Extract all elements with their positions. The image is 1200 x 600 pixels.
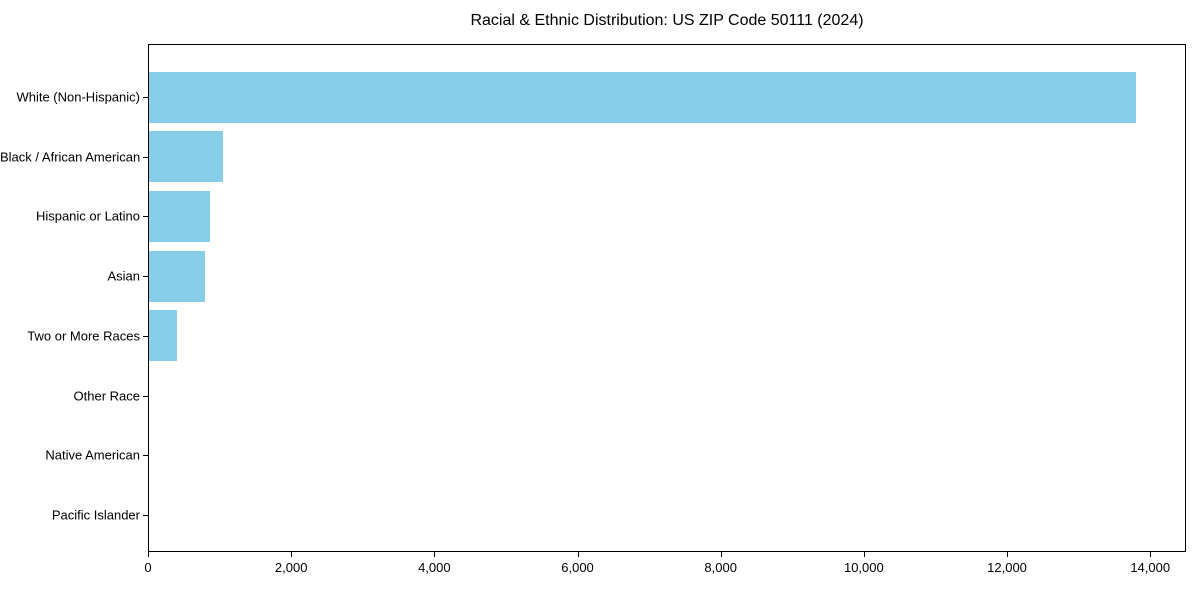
y-tick-label-other-race: Other Race <box>73 388 140 403</box>
x-tick-mark <box>720 552 722 557</box>
y-tick-mark <box>143 455 148 457</box>
y-tick-label-native-american: Native American <box>45 447 140 463</box>
x-tick-mark <box>291 552 293 557</box>
y-tick-mark <box>143 514 148 516</box>
x-tick-mark <box>1007 552 1009 557</box>
y-tick-mark <box>143 97 148 98</box>
x-tick-label-14-000: 14,000 <box>1130 560 1171 575</box>
x-tick-label-0: 0 <box>144 560 152 575</box>
y-tick-label-white-non-hispanic: White (Non-Hispanic) <box>16 89 140 105</box>
plot-area <box>148 44 1186 552</box>
bar-white-non-hispanic <box>149 71 1137 123</box>
bar-black-african-american <box>149 131 224 183</box>
x-tick-mark <box>434 552 436 557</box>
x-tick-label-6-000: 6,000 <box>561 560 594 575</box>
x-tick-label-8-000: 8,000 <box>704 560 737 575</box>
x-tick-label-10-000: 10,000 <box>843 560 884 575</box>
y-tick-label-hispanic-or-latino: Hispanic or Latino <box>35 208 140 224</box>
x-tick-label-2-000: 2,000 <box>274 560 308 575</box>
y-tick-label-two-or-more-races: Two or More Races <box>27 328 140 344</box>
y-tick-label-pacific-islander: Pacific Islander <box>51 507 140 523</box>
y-tick-mark <box>143 156 148 158</box>
x-tick-mark <box>148 552 149 557</box>
y-tick-mark <box>143 335 148 337</box>
bar-asian <box>149 250 205 302</box>
x-tick-mark <box>1150 552 1152 557</box>
x-tick-mark <box>863 552 865 557</box>
bar-hispanic-or-latino <box>149 190 211 242</box>
y-tick-mark <box>143 395 148 397</box>
y-tick-mark <box>143 216 148 218</box>
x-tick-label-12-000: 12,000 <box>987 560 1027 575</box>
y-tick-label-asian: Asian <box>107 268 140 284</box>
bar-two-or-more-races <box>149 310 177 362</box>
y-tick-mark <box>143 276 148 278</box>
chart-title: Racial & Ethnic Distribution: US ZIP Cod… <box>470 12 864 29</box>
y-tick-label-black-african-american: Black / African American <box>0 149 141 165</box>
x-tick-label-4-000: 4,000 <box>418 560 451 575</box>
x-tick-mark <box>577 552 579 557</box>
